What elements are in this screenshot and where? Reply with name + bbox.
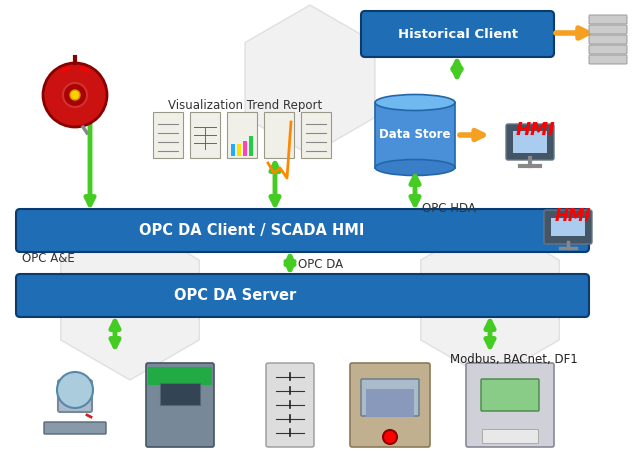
FancyBboxPatch shape — [44, 422, 106, 434]
FancyBboxPatch shape — [301, 112, 331, 158]
FancyBboxPatch shape — [148, 367, 212, 385]
Text: OPC HDA: OPC HDA — [422, 202, 476, 215]
Text: HMI: HMI — [555, 207, 591, 225]
FancyBboxPatch shape — [466, 363, 554, 447]
Text: OPC DA Server: OPC DA Server — [173, 288, 296, 303]
Text: OPC A&E: OPC A&E — [22, 251, 75, 265]
Ellipse shape — [375, 159, 455, 175]
FancyBboxPatch shape — [589, 25, 627, 34]
FancyBboxPatch shape — [264, 112, 294, 158]
Bar — [237, 146, 241, 156]
FancyBboxPatch shape — [589, 15, 627, 24]
FancyBboxPatch shape — [361, 379, 419, 416]
FancyBboxPatch shape — [16, 274, 589, 317]
FancyBboxPatch shape — [146, 363, 214, 447]
FancyBboxPatch shape — [482, 429, 538, 443]
FancyBboxPatch shape — [366, 389, 414, 417]
Circle shape — [63, 83, 87, 107]
Text: HMI: HMI — [515, 121, 555, 139]
FancyBboxPatch shape — [16, 209, 589, 252]
FancyBboxPatch shape — [481, 379, 539, 411]
Polygon shape — [420, 220, 559, 380]
Circle shape — [43, 63, 107, 127]
Bar — [231, 144, 236, 156]
FancyBboxPatch shape — [153, 112, 183, 158]
Circle shape — [70, 90, 80, 100]
FancyBboxPatch shape — [589, 45, 627, 54]
Circle shape — [383, 430, 397, 444]
FancyBboxPatch shape — [266, 363, 314, 447]
FancyBboxPatch shape — [506, 124, 554, 160]
Bar — [249, 146, 253, 156]
FancyBboxPatch shape — [361, 11, 554, 57]
Circle shape — [57, 372, 93, 408]
Text: Visualization Trend Report: Visualization Trend Report — [168, 98, 322, 111]
Text: Data Store: Data Store — [380, 129, 451, 141]
Text: OPC DA Client / SCADA HMI: OPC DA Client / SCADA HMI — [139, 222, 364, 237]
Bar — [243, 144, 247, 156]
Text: Historical Client: Historical Client — [397, 28, 518, 40]
Ellipse shape — [375, 95, 455, 111]
FancyBboxPatch shape — [227, 112, 257, 158]
FancyBboxPatch shape — [375, 102, 455, 168]
FancyBboxPatch shape — [544, 210, 592, 244]
FancyBboxPatch shape — [160, 383, 200, 405]
Polygon shape — [245, 5, 375, 155]
Text: OPC DA: OPC DA — [298, 259, 343, 271]
FancyBboxPatch shape — [551, 218, 585, 236]
Polygon shape — [61, 220, 199, 380]
FancyBboxPatch shape — [350, 363, 430, 447]
FancyBboxPatch shape — [589, 35, 627, 44]
FancyBboxPatch shape — [589, 55, 627, 64]
FancyBboxPatch shape — [58, 380, 92, 412]
FancyBboxPatch shape — [190, 112, 220, 158]
Text: Modbus, BACnet, DF1: Modbus, BACnet, DF1 — [450, 353, 578, 366]
FancyBboxPatch shape — [513, 131, 547, 153]
